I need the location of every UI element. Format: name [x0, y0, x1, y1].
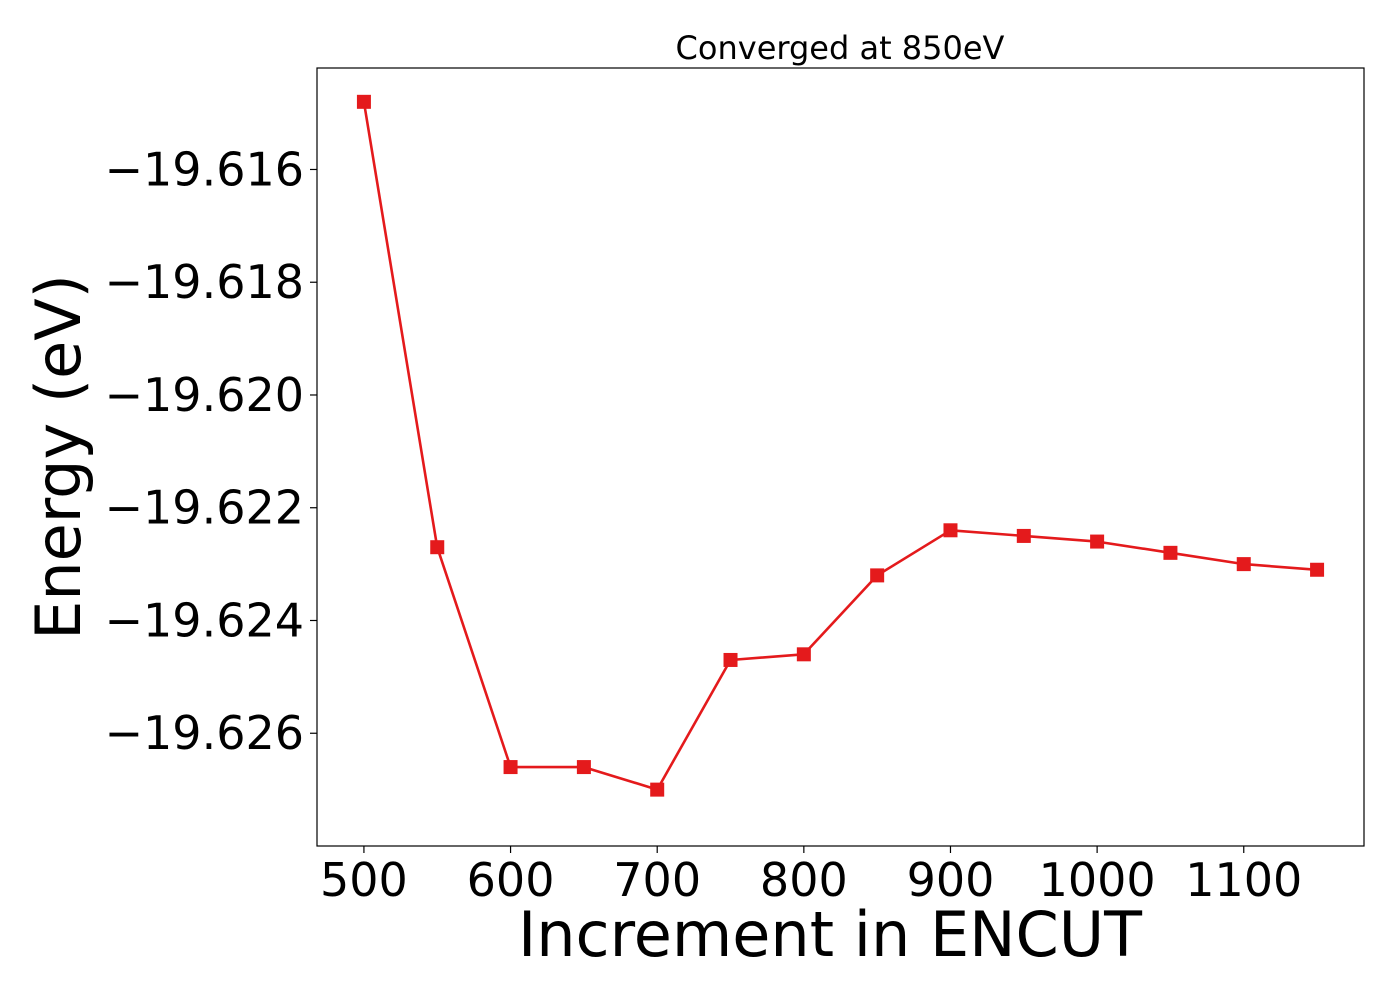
energy-series-line — [362, 101, 1318, 791]
data-point-marker — [576, 760, 591, 775]
x-axis-label: Increment in ENCUT — [518, 898, 1143, 971]
x-tick-label: 700 — [613, 853, 701, 907]
chart-title: Converged at 850eV — [676, 29, 1005, 67]
x-tick-label: 500 — [320, 853, 408, 907]
data-point-marker — [943, 523, 958, 538]
data-point-marker — [1016, 528, 1031, 543]
data-point-marker — [503, 760, 518, 775]
y-tick-label: −19.626 — [105, 706, 305, 760]
y-tick-label: −19.620 — [105, 368, 305, 422]
data-point-marker — [796, 647, 811, 662]
x-tick-label: 1100 — [1185, 853, 1302, 907]
data-point-marker — [1236, 557, 1251, 572]
y-tick-label: −19.616 — [105, 142, 305, 196]
y-tick-label: −19.618 — [105, 255, 305, 309]
data-point-marker — [1163, 545, 1178, 560]
y-tick-label: −19.622 — [105, 481, 305, 535]
x-tick-label: 1000 — [1039, 853, 1156, 907]
y-tick-label: −19.624 — [105, 593, 305, 647]
data-point-marker — [356, 94, 371, 109]
x-axis-ticks: 500 600 700 800 900 1000 1100 — [320, 846, 1302, 907]
data-point-marker — [430, 540, 445, 555]
data-point-marker — [650, 782, 665, 797]
x-tick-label: 800 — [760, 853, 848, 907]
energy-series-markers — [356, 94, 1325, 797]
x-tick-label: 600 — [467, 853, 555, 907]
data-point-marker — [1310, 562, 1325, 577]
y-axis-label: Energy (eV) — [22, 274, 95, 640]
x-tick-label: 900 — [907, 853, 995, 907]
data-point-marker — [870, 568, 885, 583]
data-point-marker — [1090, 534, 1105, 549]
y-axis-ticks: −19.616 −19.618 −19.620 −19.622 −19.624 −19.6… — [105, 142, 317, 760]
plot-area-frame — [316, 67, 1365, 847]
data-point-marker — [723, 652, 738, 667]
